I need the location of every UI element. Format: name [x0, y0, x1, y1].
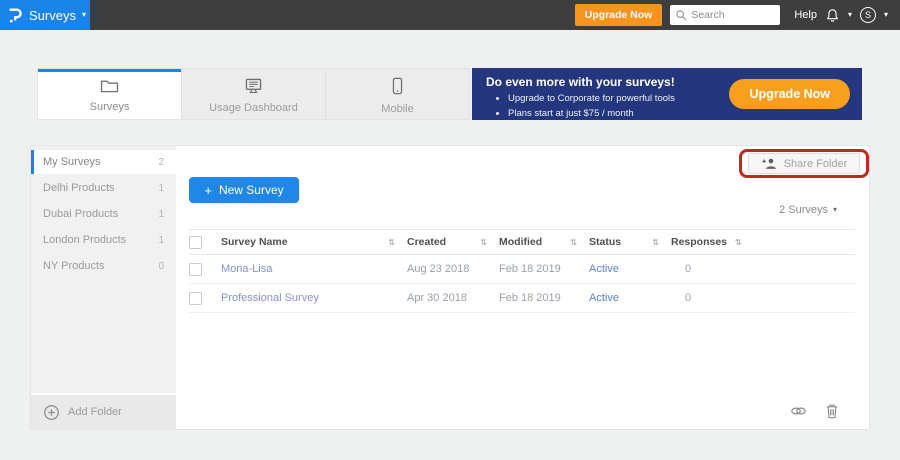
folder-label: NY Products [43, 260, 105, 272]
tab-label: Surveys [89, 101, 130, 113]
survey-count-dropdown[interactable]: 2 Surveys ▾ [779, 204, 837, 216]
promo-banner: Do even more with your surveys! Upgrade … [472, 68, 862, 120]
folder-label: London Products [43, 234, 127, 246]
surveys-panel: My Surveys 2 Delhi Products 1 Dubai Prod… [30, 145, 870, 430]
add-folder-label: Add Folder [68, 406, 122, 418]
banner-bullets: Upgrade to Corporate for powerful tools … [508, 92, 862, 121]
header-survey-name[interactable]: Survey Name ⇅ [221, 236, 407, 248]
sort-icon[interactable]: ⇅ [570, 237, 577, 247]
upgrade-now-button[interactable]: Upgrade Now [574, 4, 663, 26]
section-tabs: Surveys Usage Dashboard Mobile [37, 68, 470, 120]
folders-sidebar: My Surveys 2 Delhi Products 1 Dubai Prod… [31, 146, 176, 429]
search-box[interactable] [670, 5, 781, 25]
dashboard-icon [244, 78, 263, 99]
help-link[interactable]: Help [794, 9, 817, 21]
sidebar-item-my-surveys[interactable]: My Surveys 2 [31, 150, 176, 174]
folder-label: Dubai Products [43, 208, 119, 220]
table-row: Professional Survey Apr 30 2018 Feb 18 2… [189, 284, 855, 313]
folder-count: 1 [158, 208, 164, 220]
notification-bell-icon[interactable] [825, 8, 840, 23]
tab-label: Usage Dashboard [209, 101, 298, 114]
header-label: Status [589, 236, 622, 248]
folder-count: 1 [158, 234, 164, 246]
modified-cell: Feb 18 2019 [499, 292, 561, 304]
responses-cell: 0 [685, 292, 692, 304]
plus-icon: + [204, 182, 212, 198]
sidebar-item-delhi-products[interactable]: Delhi Products 1 [31, 176, 176, 200]
chevron-down-icon: ▾ [832, 205, 837, 214]
created-cell: Aug 23 2018 [407, 263, 470, 275]
app-menu-label: Surveys [29, 7, 76, 23]
row-checkbox[interactable] [189, 291, 202, 305]
sidebar-item-ny-products[interactable]: NY Products 0 [31, 254, 176, 278]
folder-count: 1 [158, 182, 164, 194]
share-folder-button[interactable]: Share Folder [747, 153, 861, 174]
sort-icon[interactable]: ⇅ [735, 237, 742, 247]
header-created[interactable]: Created ⇅ [407, 236, 499, 248]
app-switcher[interactable]: Surveys ▾ [0, 0, 90, 30]
header-label: Responses [671, 236, 728, 248]
row-checkbox[interactable] [189, 262, 202, 276]
banner-title: Do even more with your surveys! [486, 75, 675, 89]
tab-surveys[interactable]: Surveys [38, 69, 181, 119]
header-label: Modified [499, 236, 543, 248]
survey-name-link[interactable]: Mona-Lisa [221, 263, 273, 275]
sidebar-item-london-products[interactable]: London Products 1 [31, 228, 176, 252]
folder-icon [100, 78, 119, 98]
tab-label: Mobile [381, 102, 414, 115]
folder-label: My Surveys [43, 156, 101, 168]
trash-icon[interactable] [825, 403, 839, 419]
banner-upgrade-button[interactable]: Upgrade Now [729, 79, 850, 109]
created-cell: Apr 30 2018 [407, 292, 467, 304]
chevron-down-icon: ▾ [847, 10, 852, 19]
modified-cell: Feb 18 2019 [499, 263, 561, 275]
add-folder-button[interactable]: Add Folder [31, 393, 176, 429]
header-label: Created [407, 236, 447, 248]
table-header-row: Survey Name ⇅ Created ⇅ Modified ⇅ Statu… [189, 229, 855, 255]
surveys-main: Share Folder + New Survey 2 Surveys ▾ Su… [176, 146, 869, 429]
folder-label: Delhi Products [43, 182, 115, 194]
header-label: Survey Name [221, 236, 288, 248]
topbar-right: Upgrade Now Help ▾ S ▾ [574, 0, 900, 30]
new-survey-button[interactable]: + New Survey [189, 177, 299, 203]
circle-plus-icon [43, 404, 60, 421]
responses-cell: 0 [685, 263, 692, 275]
topbar: Surveys ▾ Upgrade Now Help ▾ S ▾ [0, 0, 900, 30]
status-cell[interactable]: Active [589, 292, 619, 304]
table-row: Mona-Lisa Aug 23 2018 Feb 18 2019 Active… [189, 255, 855, 284]
search-icon [675, 9, 687, 21]
red-highlight-annotation: Share Folder [739, 149, 869, 178]
chevron-down-icon: ▾ [883, 10, 888, 19]
survey-name-link[interactable]: Professional Survey [221, 292, 319, 304]
survey-count-label: 2 Surveys [779, 204, 828, 216]
select-all-checkbox[interactable] [189, 235, 202, 249]
new-survey-label: New Survey [218, 183, 284, 197]
header-modified[interactable]: Modified ⇅ [499, 236, 589, 248]
header-status[interactable]: Status ⇅ [589, 236, 671, 248]
folder-count: 2 [158, 156, 164, 168]
mobile-icon [392, 77, 403, 100]
tab-usage-dashboard[interactable]: Usage Dashboard [181, 69, 325, 119]
person-plus-icon [761, 157, 777, 170]
sort-icon[interactable]: ⇅ [652, 237, 659, 247]
search-input[interactable] [691, 9, 772, 21]
header-responses[interactable]: Responses ⇅ [671, 236, 771, 248]
link-icon[interactable] [790, 403, 807, 419]
tab-mobile[interactable]: Mobile [325, 69, 469, 119]
proprofs-logo-icon [8, 7, 23, 24]
sidebar-item-dubai-products[interactable]: Dubai Products 1 [31, 202, 176, 226]
table-body: Mona-Lisa Aug 23 2018 Feb 18 2019 Active… [189, 255, 855, 313]
sort-icon[interactable]: ⇅ [480, 237, 487, 247]
banner-bullet: Upgrade to Corporate for powerful tools [508, 92, 862, 107]
banner-bullet: Plans start at just $75 / month [508, 107, 862, 122]
bulk-action-icons [790, 403, 839, 419]
folder-count: 0 [158, 260, 164, 272]
share-folder-label: Share Folder [783, 157, 848, 170]
chevron-down-icon: ▾ [81, 10, 86, 19]
surveys-table: Survey Name ⇅ Created ⇅ Modified ⇅ Statu… [189, 229, 855, 313]
sort-icon[interactable]: ⇅ [388, 237, 395, 247]
avatar[interactable]: S [859, 7, 876, 23]
status-cell[interactable]: Active [589, 263, 619, 275]
